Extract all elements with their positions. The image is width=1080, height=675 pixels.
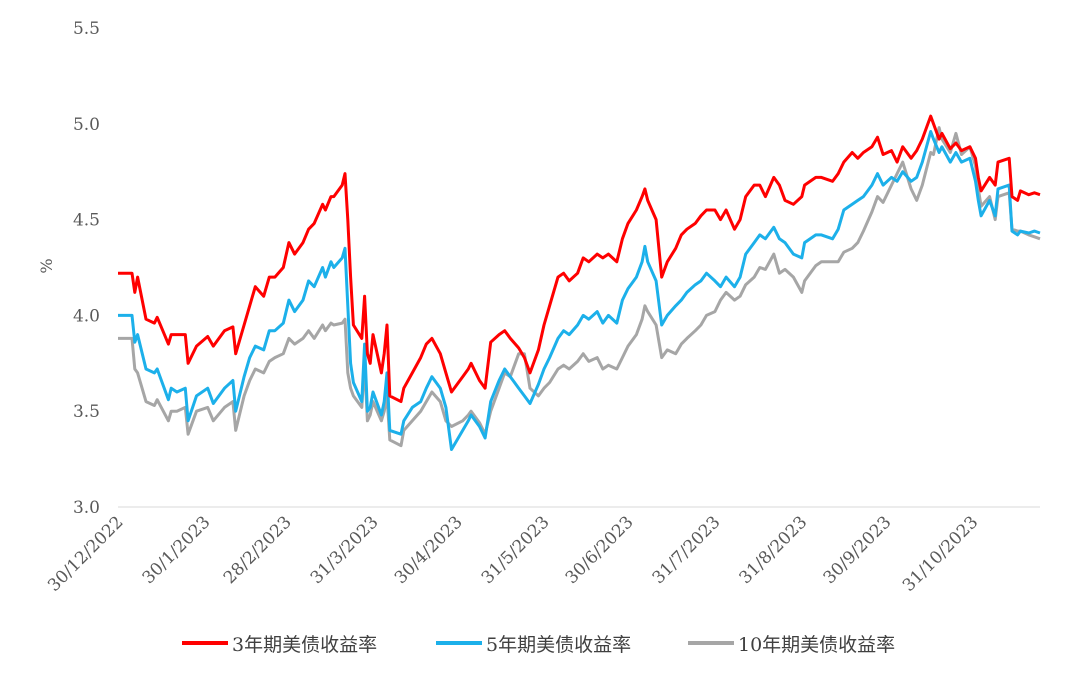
series-line-2	[118, 126, 1041, 448]
x-tick-label: 31/8/2023	[736, 512, 812, 588]
y-tick-label: 5.0	[73, 115, 100, 135]
legend-swatch-10y	[688, 641, 734, 645]
y-tick-label: 3.0	[73, 498, 100, 518]
y-tick-labels: 3.0 3.5 4.0 4.5 5.0 5.5	[73, 19, 100, 518]
legend-item-10y: 10年期美债收益率	[688, 628, 895, 658]
x-tick-label: 30/1/2023	[139, 512, 215, 588]
x-tick-label: 30/9/2023	[820, 512, 896, 588]
legend-swatch-3y	[182, 641, 228, 645]
x-tick-label: 31/10/2023	[899, 512, 982, 595]
x-tick-label: 30/6/2023	[562, 512, 638, 588]
legend-label-10y: 10年期美债收益率	[738, 633, 896, 656]
y-tick-label: 4.5	[73, 211, 100, 231]
legend-label-3y: 3年期美债收益率	[232, 633, 378, 656]
series-line-0	[118, 114, 1041, 404]
x-tick-label: 30/12/2022	[44, 512, 127, 595]
x-tick-label: 31/7/2023	[649, 512, 725, 588]
x-tick-label: 31/5/2023	[478, 512, 554, 588]
legend-item-3y: 3年期美债收益率	[182, 628, 377, 658]
legend: 3年期美债收益率 5年期美债收益率 10年期美债收益率	[0, 628, 1080, 658]
chart-plot: % 3.0 3.5 4.0 4.5 5.0 5.5 30/12/2022 30/1/2023…	[37, 19, 1041, 596]
x-tick-label: 31/3/2023	[307, 512, 383, 588]
x-tick-labels: 30/12/2022 30/1/2023 28/2/2023 31/3/2023 30/…	[44, 512, 982, 595]
y-tick-label: 5.5	[73, 19, 100, 39]
x-tick-label: 28/2/2023	[220, 512, 296, 588]
legend-label-5y: 5年期美债收益率	[486, 633, 632, 656]
legend-item-5y: 5年期美债收益率	[436, 628, 631, 658]
y-tick-label: 4.0	[73, 306, 100, 326]
y-tick-label: 3.5	[73, 402, 100, 422]
series-lines	[118, 114, 1041, 451]
series-line-1	[118, 130, 1041, 451]
y-axis-label: %	[37, 258, 56, 273]
legend-swatch-5y	[436, 641, 482, 645]
x-tick-label: 30/4/2023	[391, 512, 467, 588]
